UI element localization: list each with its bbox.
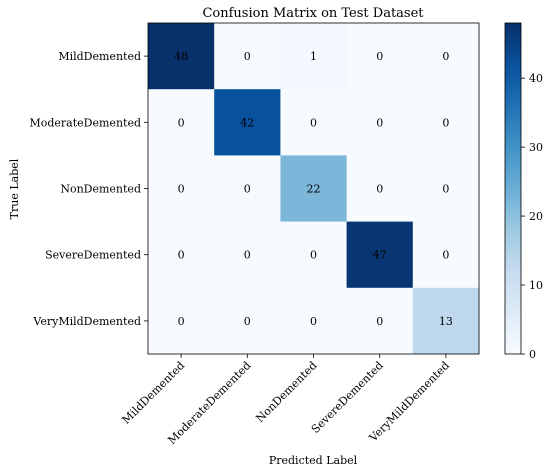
cell-value-label: 0 xyxy=(310,315,317,328)
cell-value-label: 22 xyxy=(307,183,321,196)
y-tick-label: ModerateDemented xyxy=(29,116,141,129)
cell-value-label: 0 xyxy=(376,183,383,196)
cell-value-label: 0 xyxy=(310,116,317,129)
cell-value-label: 0 xyxy=(244,183,251,196)
heatmap-cell xyxy=(346,287,414,355)
y-axis: MildDemented ModerateDemented NonDemented S… xyxy=(29,50,148,328)
heatmap-cell xyxy=(214,23,281,90)
heatmap-cell xyxy=(346,23,414,90)
cell-value-label: 1 xyxy=(310,50,317,63)
y-axis-label: True Label xyxy=(8,158,21,219)
heatmap-cell xyxy=(148,155,215,223)
cell-value-label: 0 xyxy=(376,50,383,63)
cell-value-label: 0 xyxy=(442,183,449,196)
x-tick-label: MildDemented xyxy=(120,359,188,427)
heatmap-cell xyxy=(346,89,414,156)
cell-value-label: 0 xyxy=(178,249,185,262)
heatmap-cell xyxy=(412,155,480,223)
y-tick-label: SevereDemented xyxy=(45,249,141,262)
cell-value-label: 0 xyxy=(178,183,185,196)
heatmap-cell xyxy=(148,23,215,90)
colorbar-tick-label: 20 xyxy=(529,210,543,223)
cell-value-label: 0 xyxy=(244,315,251,328)
y-tick-label: VeryMildDemented xyxy=(32,315,141,328)
cell-value-label: 47 xyxy=(373,249,387,262)
heatmap-cell xyxy=(148,221,215,289)
heatmap-cell xyxy=(148,89,215,156)
heatmap-cell xyxy=(346,155,414,223)
cell-value-label: 0 xyxy=(376,315,383,328)
y-tick-label: MildDemented xyxy=(58,50,141,63)
colorbar-tick-label: 40 xyxy=(529,72,543,85)
cell-value-label: 0 xyxy=(178,315,185,328)
heatmap-cell xyxy=(214,287,281,355)
heatmap-cell xyxy=(346,221,414,289)
heatmap-cell xyxy=(412,221,480,289)
heatmap-cell xyxy=(214,221,281,289)
heatmap-cell xyxy=(280,287,348,355)
heatmap-cell xyxy=(280,89,348,156)
colorbar-gradient xyxy=(504,22,522,355)
heatmap-cell xyxy=(214,155,281,223)
y-tick-label: NonDemented xyxy=(60,183,141,196)
heatmap-cell xyxy=(280,23,348,90)
colorbar-tick-label: 10 xyxy=(529,279,543,292)
cell-value-label: 0 xyxy=(244,50,251,63)
colorbar: 0 10 20 30 40 xyxy=(504,22,543,361)
heatmap-cell-labels: 48 0 1 0 0 0 42 0 0 0 0 0 22 0 0 0 0 0 47 0 0 0 0 0 13 xyxy=(174,50,453,328)
colorbar-ticks: 0 10 20 30 40 xyxy=(521,72,543,361)
cell-value-label: 0 xyxy=(442,116,449,129)
heatmap-cell xyxy=(280,221,348,289)
colorbar-tick-label: 0 xyxy=(529,348,536,361)
x-tick-label: NonDemented xyxy=(253,359,319,425)
cell-value-label: 0 xyxy=(244,249,251,262)
cell-value-label: 13 xyxy=(439,315,453,328)
cell-value-label: 0 xyxy=(310,249,317,262)
heatmap-cell xyxy=(412,89,480,156)
heatmap-cell xyxy=(412,23,480,90)
cell-value-label: 0 xyxy=(376,116,383,129)
x-tick-label: SevereDemented xyxy=(309,359,386,436)
colorbar-tick-label: 30 xyxy=(529,141,543,154)
cell-value-label: 0 xyxy=(442,249,449,262)
cell-value-label: 48 xyxy=(174,50,188,63)
cell-value-label: 42 xyxy=(240,116,254,129)
x-axis-label: Predicted Label xyxy=(269,454,358,467)
heatmap-cell xyxy=(412,287,480,355)
cell-value-label: 0 xyxy=(178,116,185,129)
heatmap-cell xyxy=(280,155,348,223)
chart-title: Confusion Matrix on Test Dataset xyxy=(202,6,424,21)
heatmap-cell xyxy=(148,287,215,355)
cell-value-label: 0 xyxy=(442,50,449,63)
heatmap-cells xyxy=(148,23,480,355)
heatmap-cell xyxy=(214,89,281,156)
